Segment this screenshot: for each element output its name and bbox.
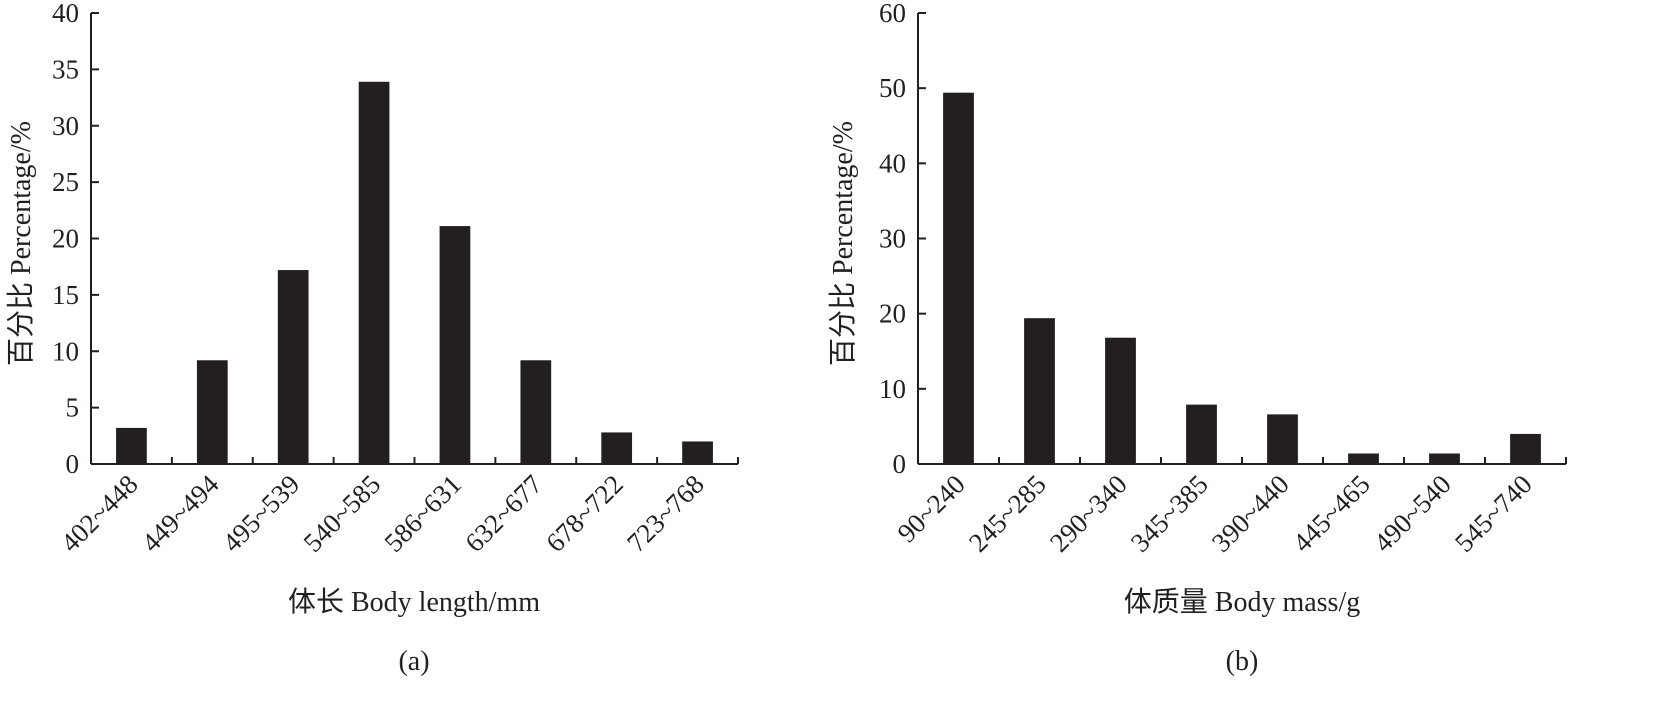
y-tick-label: 20 — [879, 299, 906, 329]
bar — [1429, 453, 1460, 464]
x-tick-label: 245~285 — [963, 469, 1052, 558]
y-tick-label: 60 — [879, 0, 906, 28]
y-tick-label: 25 — [52, 167, 79, 197]
y-tick-label: 10 — [879, 374, 906, 404]
y-tick-label: 10 — [52, 336, 79, 366]
panel-b-chart: 0 10 20 30 40 50 60 90~240245~285290~340345~385… — [827, 0, 1567, 677]
bar — [439, 226, 471, 464]
x-tick-label: 545~740 — [1449, 469, 1538, 558]
y-tick-label: 15 — [52, 280, 79, 310]
bar — [601, 432, 633, 464]
panel-label: (b) — [1226, 646, 1259, 677]
y-axis-title: 百分比 Percentage/% — [5, 121, 37, 366]
y-tick-label: 20 — [52, 224, 79, 254]
bar — [520, 360, 552, 464]
x-tick-label: 449~494 — [136, 469, 225, 558]
x-tick-label: 495~539 — [217, 469, 306, 558]
y-tick-label: 40 — [52, 0, 79, 28]
bar — [1024, 318, 1055, 464]
y-tick-label: 30 — [52, 111, 79, 141]
bar — [943, 92, 974, 464]
x-tick-label: 490~540 — [1368, 469, 1457, 558]
y-tick-label: 5 — [66, 393, 80, 423]
bar — [358, 81, 390, 464]
x-tick-label: 290~340 — [1044, 469, 1133, 558]
bar — [1348, 453, 1379, 464]
x-tick-label: 586~631 — [378, 469, 467, 558]
x-tick-label: 540~585 — [297, 469, 386, 558]
x-tick-label: 678~722 — [540, 469, 629, 558]
x-tick-label: 390~440 — [1206, 469, 1295, 558]
y-tick-label: 0 — [893, 449, 907, 479]
y-axis-title: 百分比 Percentage/% — [827, 121, 859, 366]
y-tick-label: 0 — [66, 449, 80, 479]
bar — [682, 441, 713, 464]
panel-label: (a) — [398, 646, 429, 677]
y-tick-label: 30 — [879, 224, 906, 254]
x-tick-label: 402~448 — [55, 469, 144, 558]
y-tick-label: 35 — [52, 54, 79, 84]
x-axis-title: 体质量 Body mass/g — [1124, 586, 1360, 618]
x-tick-label: 445~465 — [1287, 469, 1376, 558]
bar — [1267, 414, 1298, 464]
bar — [1105, 337, 1136, 464]
bar — [277, 270, 309, 464]
x-tick-label: 723~768 — [621, 469, 710, 558]
bar — [196, 360, 228, 464]
x-axis-title: 体长 Body length/mm — [288, 586, 540, 618]
x-tick-label: 345~385 — [1125, 469, 1214, 558]
x-tick-label: 632~677 — [459, 469, 548, 558]
bar — [1510, 433, 1541, 464]
bar — [116, 427, 147, 464]
panel-a-chart: 0 5 10 15 20 25 30 35 40 402~448449~494495~539540… — [5, 0, 739, 677]
bar — [1186, 404, 1217, 464]
x-tick-label: 90~240 — [891, 469, 970, 548]
y-tick-label: 40 — [879, 148, 906, 178]
y-tick-label: 50 — [879, 73, 906, 103]
